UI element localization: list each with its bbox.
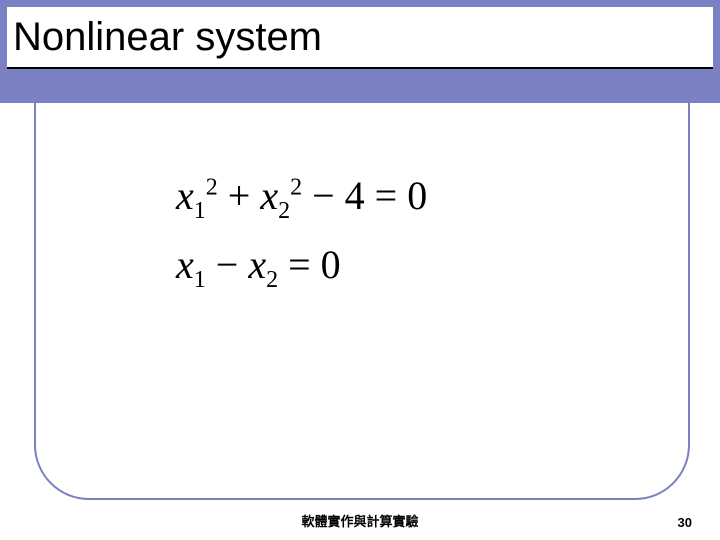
eq2-sub1: 1 bbox=[194, 267, 206, 293]
title-box: Nonlinear system bbox=[7, 7, 713, 67]
eq2-op1: − bbox=[206, 242, 249, 287]
eq1-sup1: 2 bbox=[206, 175, 218, 201]
eq2-op2: = 0 bbox=[278, 242, 341, 287]
equations: x12 + x22 − 4 = 0 x1 − x2 = 0 bbox=[176, 163, 427, 300]
equation-1: x12 + x22 − 4 = 0 bbox=[176, 163, 427, 232]
eq2-var2: x bbox=[248, 242, 266, 287]
eq1-op1: + bbox=[218, 173, 261, 218]
page-number: 30 bbox=[678, 515, 692, 530]
title-rule bbox=[7, 67, 713, 69]
eq2-var1: x bbox=[176, 242, 194, 287]
eq1-var1: x bbox=[176, 173, 194, 218]
slide: Nonlinear system x12 + x22 − 4 = 0 x1 − … bbox=[0, 0, 720, 540]
eq1-var2: x bbox=[260, 173, 278, 218]
slide-title: Nonlinear system bbox=[7, 15, 322, 60]
equation-2: x1 − x2 = 0 bbox=[176, 232, 427, 301]
eq1-sup2: 2 bbox=[290, 175, 302, 201]
eq2-sub2: 2 bbox=[266, 267, 278, 293]
eq1-op2: − 4 = 0 bbox=[302, 173, 427, 218]
content-panel: x12 + x22 − 4 = 0 x1 − x2 = 0 bbox=[34, 103, 690, 500]
eq1-sub1: 1 bbox=[194, 198, 206, 224]
eq1-sub2: 2 bbox=[278, 198, 290, 224]
footer-text: 軟體實作與計算實驗 bbox=[0, 511, 720, 530]
